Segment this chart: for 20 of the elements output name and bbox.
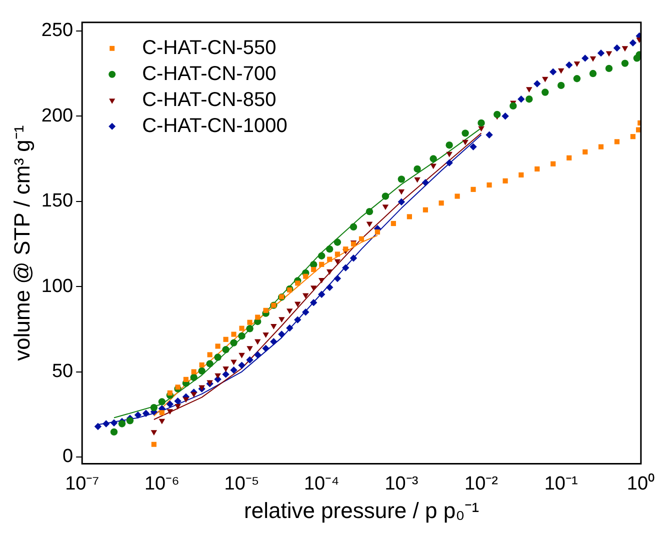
x-tick-label: 10⁻¹ xyxy=(544,473,578,494)
legend-label: C-HAT-CN-550 xyxy=(142,36,276,59)
y-axis-title: volume @ STP / cm³ g⁻¹ xyxy=(9,125,34,361)
legend-label: C-HAT-CN-850 xyxy=(142,88,276,111)
x-tick-label: 10⁰ xyxy=(626,472,656,494)
y-tick-label: 200 xyxy=(41,105,74,126)
y-tick-label: 100 xyxy=(41,276,74,297)
y-tick-label: 0 xyxy=(62,446,74,468)
x-tick-label: 10⁻⁷ xyxy=(65,473,100,494)
x-tick-label: 10⁻⁴ xyxy=(304,473,340,494)
x-axis-title: relative pressure / p p₀⁻¹ xyxy=(244,498,480,523)
y-tick-label: 250 xyxy=(41,20,74,42)
x-tick-label: 10⁻³ xyxy=(384,473,418,494)
x-tick-label: 10⁻⁶ xyxy=(144,473,180,494)
legend-label: C-HAT-CN-1000 xyxy=(142,114,288,137)
y-tick-label: 50 xyxy=(52,361,74,382)
y-tick-label: 150 xyxy=(41,190,74,212)
legend-label: C-HAT-CN-700 xyxy=(142,62,276,85)
x-tick-label: 10⁻² xyxy=(464,473,498,494)
x-tick-label: 10⁻⁵ xyxy=(224,473,260,494)
